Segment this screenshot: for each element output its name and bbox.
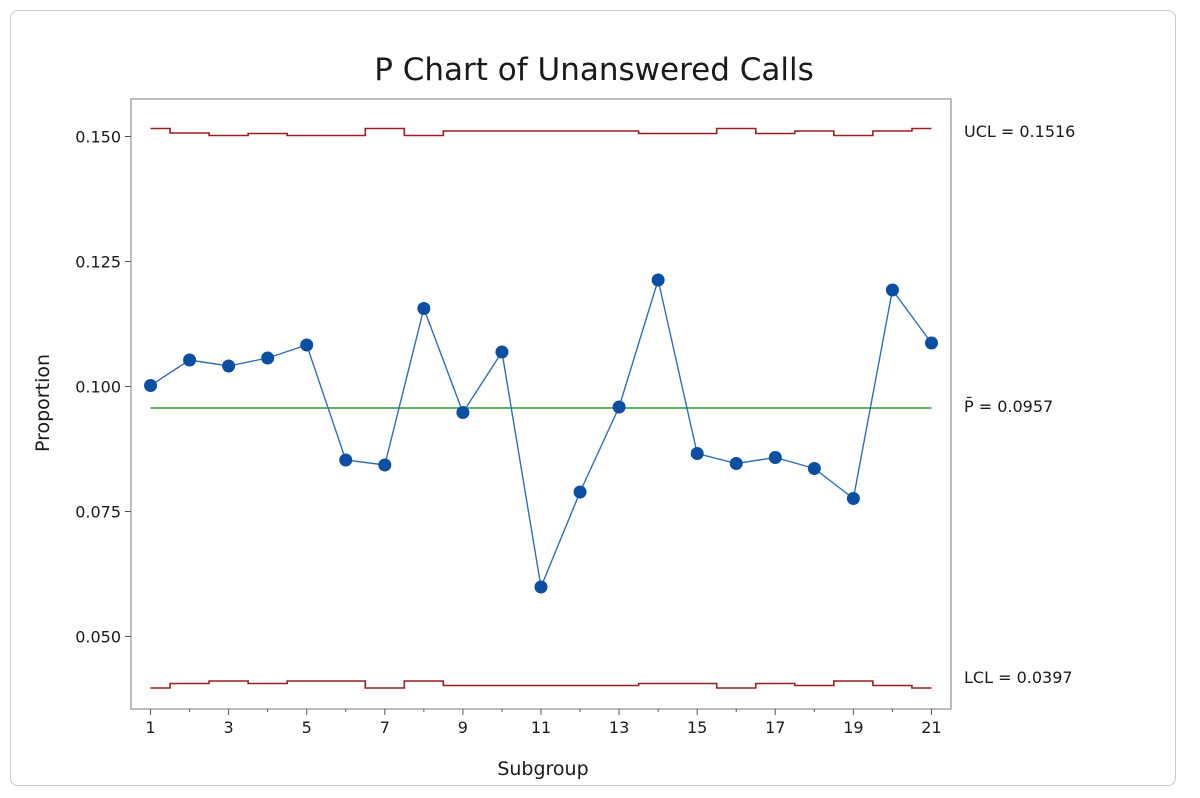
data-point <box>222 359 236 373</box>
data-point <box>651 273 665 287</box>
x-axis-ticks: 1 3 5 7 9 11 13 15 17 19 21 <box>145 709 942 737</box>
x-tick-label: 7 <box>380 718 390 737</box>
x-tick-label: 13 <box>609 718 629 737</box>
data-point <box>690 447 704 460</box>
y-tick-label: 0.150 <box>75 128 121 147</box>
lcl-label: LCL = 0.0397 <box>964 668 1073 687</box>
control-limits <box>150 127 932 689</box>
x-tick-label: 3 <box>224 718 234 737</box>
x-tick-label: 5 <box>302 718 312 737</box>
y-tick-label: 0.050 <box>75 628 121 647</box>
y-tick-label: 0.075 <box>75 503 121 522</box>
data-point <box>534 580 548 594</box>
y-tick-label: 0.100 <box>75 378 121 397</box>
data-point <box>807 462 821 475</box>
center-line-label: P̄ = 0.0957 <box>964 397 1053 416</box>
data-point <box>261 351 275 365</box>
data-point <box>846 492 860 505</box>
data-point <box>495 345 509 359</box>
x-tick-label: 11 <box>531 718 551 737</box>
data-point <box>300 338 314 352</box>
lcl-line <box>150 680 932 689</box>
x-tick-label: 19 <box>843 718 863 737</box>
data-point <box>144 379 158 392</box>
x-axis-label: Subgroup <box>497 758 588 780</box>
data-series <box>144 273 938 594</box>
data-point <box>183 353 197 367</box>
x-tick-label: 21 <box>921 718 941 737</box>
y-axis-ticks: 0.050 0.075 0.100 0.125 0.150 <box>75 128 131 647</box>
data-point <box>456 406 470 419</box>
data-point <box>378 458 392 472</box>
x-tick-label: 9 <box>458 718 468 737</box>
x-tick-label: 1 <box>145 718 155 737</box>
y-tick-label: 0.125 <box>75 253 121 272</box>
data-point <box>924 336 938 350</box>
data-point <box>885 283 899 297</box>
data-point <box>417 302 431 315</box>
data-point <box>612 400 626 414</box>
chart-title: P Chart of Unanswered Calls <box>374 52 814 88</box>
plot-area <box>130 98 952 710</box>
data-point <box>573 485 587 499</box>
ucl-label: UCL = 0.1516 <box>964 122 1075 141</box>
ucl-line <box>150 127 932 137</box>
y-axis-label: Proportion <box>32 354 54 452</box>
data-point <box>729 457 743 470</box>
x-tick-label: 15 <box>687 718 707 737</box>
x-tick-label: 17 <box>765 718 785 737</box>
data-point <box>339 453 353 467</box>
data-point <box>768 451 782 464</box>
